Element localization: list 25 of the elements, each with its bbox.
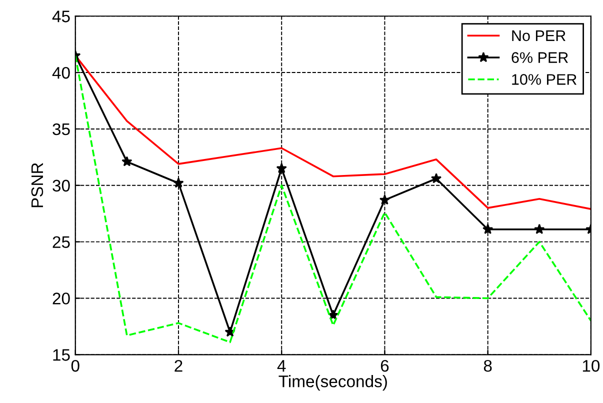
- y-tick-label: 45: [52, 10, 70, 22]
- x-tick-label: 2: [174, 360, 182, 372]
- x-tick-label: 10: [582, 360, 600, 372]
- legend-label: 6% PER: [512, 52, 568, 63]
- x-axis-title: Time(seconds): [278, 375, 387, 391]
- legend-label: No PER: [512, 30, 566, 42]
- point: [379, 194, 390, 205]
- x-tick-label: 0: [71, 360, 80, 372]
- point: [430, 173, 442, 184]
- point: [173, 178, 184, 188]
- y-tick-label: 30: [52, 180, 70, 192]
- legend-label: 10% PER: [512, 74, 576, 85]
- point: [534, 224, 545, 234]
- point: [482, 224, 494, 234]
- y-axis-title: PSNR: [31, 163, 44, 208]
- point: [276, 162, 287, 174]
- y-tick-label: 25: [52, 236, 70, 248]
- point: [122, 156, 132, 166]
- y-tick-label: 40: [52, 66, 70, 79]
- x-tick-label: 6: [380, 360, 389, 372]
- y-tick-label: 15: [53, 349, 70, 361]
- x-tick-label: 8: [484, 360, 492, 372]
- y-tick-label: 20: [52, 292, 70, 304]
- x-tick-label: 4: [277, 360, 286, 372]
- y-tick-label: 35: [52, 123, 70, 136]
